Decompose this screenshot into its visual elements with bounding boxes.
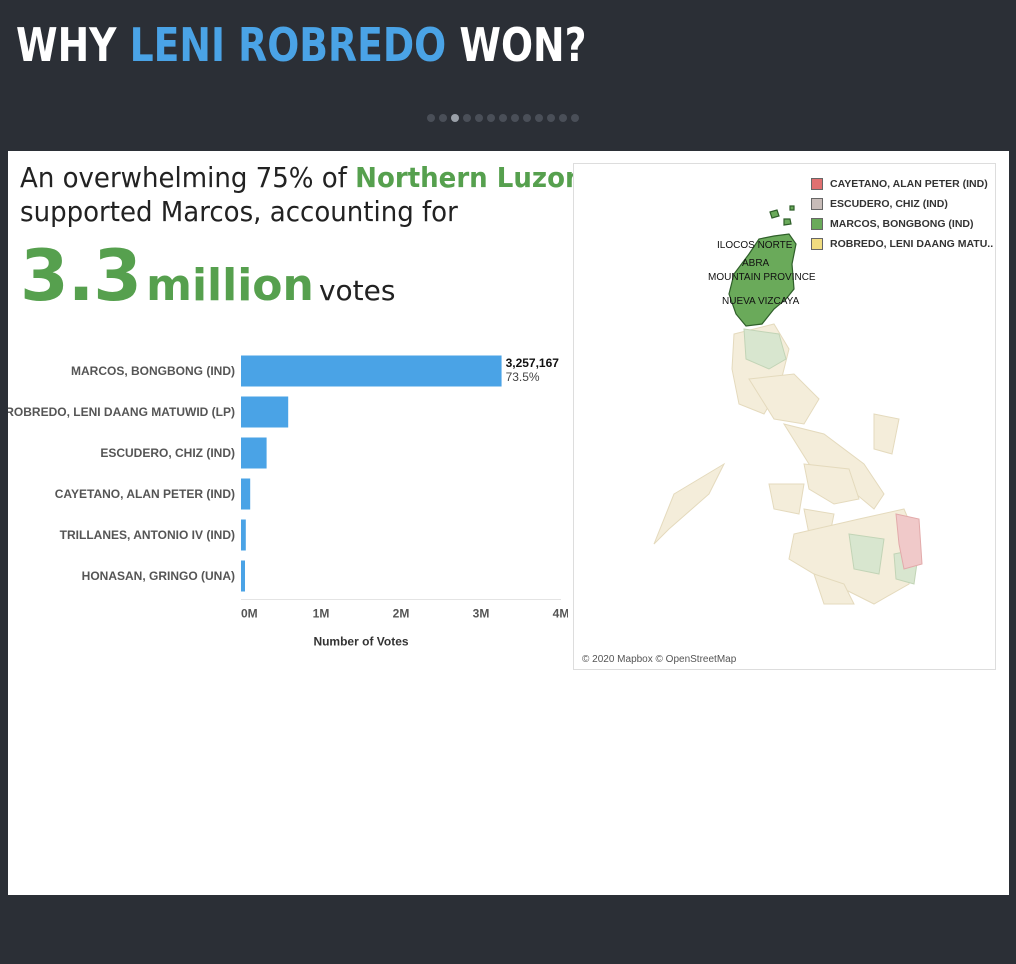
category-label: ROBREDO, LENI DAANG MATUWID (LP): [8, 405, 235, 419]
carousel-dot[interactable]: [427, 114, 435, 122]
bar[interactable]: [241, 519, 246, 551]
x-tick-label: 3M: [473, 607, 490, 621]
page-title: WHY LENI ROBREDO WON?: [16, 18, 586, 72]
carousel-dot[interactable]: [571, 114, 579, 122]
legend-label: ROBREDO, LENI DAANG MATU..: [830, 238, 994, 250]
x-tick-label: 2M: [393, 607, 410, 621]
x-tick-label: 4M: [553, 607, 568, 621]
province-label: MOUNTAIN PROVINCE: [708, 272, 816, 283]
legend-label: CAYETANO, ALAN PETER (IND): [830, 178, 988, 190]
headline-line2: supported Marcos, accounting for: [20, 195, 458, 228]
legend-swatch: [811, 198, 823, 210]
headline-prefix: An overwhelming 75% of: [20, 161, 356, 194]
title-part1: WHY: [16, 18, 130, 72]
bar[interactable]: [241, 355, 502, 387]
title-highlight: LENI ROBREDO: [129, 18, 447, 72]
carousel-dot[interactable]: [511, 114, 519, 122]
carousel-dot[interactable]: [487, 114, 495, 122]
bar[interactable]: [241, 478, 251, 510]
legend-label: ESCUDERO, CHIZ (IND): [830, 198, 948, 210]
big-number: 3.3: [20, 235, 142, 317]
title-part2: WON?: [446, 18, 587, 72]
category-label: MARCOS, BONGBONG (IND): [71, 364, 235, 378]
dashboard-panel: An overwhelming 75% of Northern Luzon su…: [8, 151, 1009, 895]
bar[interactable]: [241, 560, 245, 592]
legend-swatch: [811, 218, 823, 230]
province-label: ABRA: [742, 258, 770, 269]
legend-label: MARCOS, BONGBONG (IND): [830, 218, 974, 230]
province-label: NUEVA VIZCAYA: [722, 296, 800, 307]
x-tick-label: 1M: [313, 607, 330, 621]
bar[interactable]: [241, 396, 289, 428]
carousel-dot[interactable]: [523, 114, 531, 122]
bar[interactable]: [241, 437, 267, 469]
data-label-percent: 73.5%: [506, 370, 540, 384]
category-label: CAYETANO, ALAN PETER (IND): [55, 487, 235, 501]
philippines-map[interactable]: [574, 164, 995, 669]
carousel-dot[interactable]: [535, 114, 543, 122]
big-word: million: [146, 260, 314, 311]
carousel-dot[interactable]: [463, 114, 471, 122]
category-label: HONASAN, GRINGO (UNA): [82, 569, 235, 583]
legend-swatch: [811, 178, 823, 190]
carousel-dots[interactable]: [427, 114, 579, 122]
map-view[interactable]: CAYETANO, ALAN PETER (IND) ESCUDERO, CHIZ…: [573, 163, 996, 670]
big-stat: 3.3 million votes: [20, 235, 395, 317]
carousel-dot[interactable]: [499, 114, 507, 122]
carousel-dot[interactable]: [559, 114, 567, 122]
votes-bar-chart: MARCOS, BONGBONG (IND) ROBREDO, LENI DAAN…: [8, 355, 568, 649]
legend-item[interactable]: CAYETANO, ALAN PETER (IND): [811, 174, 993, 194]
legend-swatch: [811, 238, 823, 250]
data-label: 3,257,167: [506, 356, 560, 370]
x-tick-label: 0M: [241, 607, 258, 621]
legend-item[interactable]: MARCOS, BONGBONG (IND): [811, 214, 993, 234]
carousel-dot[interactable]: [451, 114, 459, 122]
map-legend[interactable]: CAYETANO, ALAN PETER (IND) ESCUDERO, CHIZ…: [811, 174, 993, 254]
map-attribution[interactable]: © 2020 Mapbox © OpenStreetMap: [582, 654, 737, 665]
carousel-dot[interactable]: [547, 114, 555, 122]
legend-item[interactable]: ESCUDERO, CHIZ (IND): [811, 194, 993, 214]
carousel-dot[interactable]: [439, 114, 447, 122]
big-suffix: votes: [318, 274, 396, 307]
legend-item[interactable]: ROBREDO, LENI DAANG MATU..: [811, 234, 993, 254]
category-label: ESCUDERO, CHIZ (IND): [100, 446, 235, 460]
carousel-dot[interactable]: [475, 114, 483, 122]
x-axis-title: Number of Votes: [313, 635, 408, 649]
province-label: ILOCOS NORTE: [717, 240, 793, 251]
headline: An overwhelming 75% of Northern Luzon su…: [20, 161, 584, 229]
headline-region: Northern Luzon: [355, 161, 584, 194]
category-label: TRILLANES, ANTONIO IV (IND): [60, 528, 235, 542]
